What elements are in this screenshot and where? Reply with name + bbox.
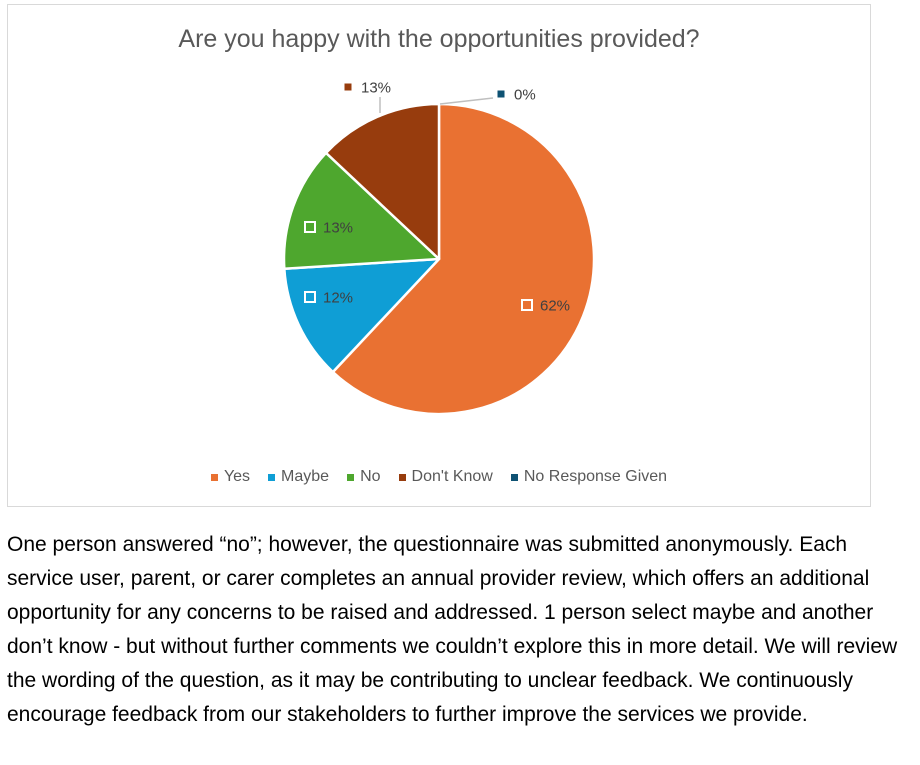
legend-label-no-response-given: No Response Given — [523, 468, 668, 485]
pie-slice-no — [282, 151, 441, 270]
pie-slice-maybe — [283, 257, 441, 374]
pie-slice-yes — [331, 102, 596, 416]
chart-area: Are you happy with the opportunities pro… — [7, 4, 871, 507]
chart-legend: Yes Maybe No Don't Know No Response Given — [8, 468, 870, 486]
data-label-marker-no-response-given — [497, 90, 505, 98]
legend-label-no: No — [360, 468, 381, 485]
data-label-marker-yes — [521, 299, 533, 311]
legend-swatch-maybe — [268, 473, 276, 481]
data-label-marker-maybe — [304, 291, 316, 303]
legend-item-no: No — [347, 468, 381, 486]
data-label-marker-no — [304, 221, 316, 233]
legend-item-don-t-know: Don't Know — [398, 468, 493, 486]
pie-chart: 62% 12% 13% 13% 0% — [282, 80, 596, 416]
data-label-yes: 62% — [540, 298, 570, 315]
pie-slice-don-t-know — [324, 102, 441, 261]
legend-swatch-no — [347, 473, 355, 481]
chart-title: Are you happy with the opportunities pro… — [178, 25, 700, 53]
legend-label-don-t-know: Don't Know — [411, 468, 493, 485]
data-label-maybe: 12% — [323, 290, 353, 307]
legend-swatch-no-response-given — [510, 473, 518, 481]
data-label-no: 13% — [323, 220, 353, 237]
commentary-paragraph: One person answered “no”; however, the q… — [7, 533, 898, 726]
data-label-marker-don-t-know — [344, 83, 352, 91]
legend-item-yes: Yes — [210, 468, 251, 486]
legend-swatch-yes — [210, 473, 218, 481]
data-label-no-response-given: 0% — [514, 87, 536, 104]
legend-label-yes: Yes — [223, 468, 251, 485]
data-label-don-t-know: 13% — [361, 80, 391, 97]
leader-line-no-response-given — [439, 97, 494, 105]
legend-swatch-don-t-know — [398, 473, 406, 481]
legend-label-maybe: Maybe — [281, 468, 330, 485]
legend-item-no-response-given: No Response Given — [510, 468, 668, 486]
legend-item-maybe: Maybe — [268, 468, 329, 486]
